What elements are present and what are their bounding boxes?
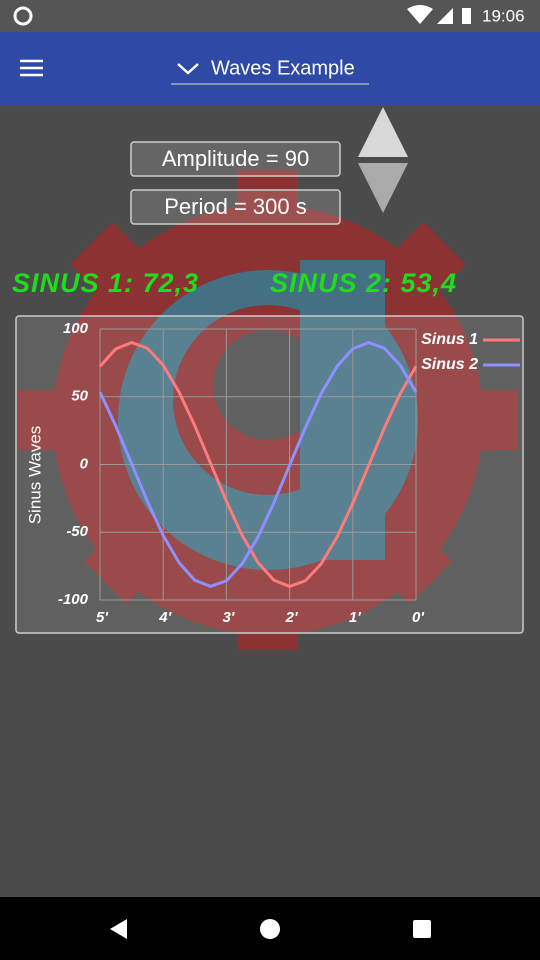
amplitude-label: Amplitude = 90 [162, 146, 309, 171]
wifi-icon [407, 5, 433, 24]
y-tick-label: 50 [71, 388, 88, 405]
app-title: Waves Example [211, 57, 355, 79]
period-label: Period = 300 s [164, 194, 306, 219]
x-tick-label: 4' [158, 609, 171, 626]
menu-button[interactable] [20, 59, 43, 77]
x-tick-label: 5' [96, 609, 108, 626]
app-bar [0, 32, 540, 105]
recents-button[interactable] [413, 920, 431, 938]
period-button[interactable] [130, 189, 341, 225]
up-arrow[interactable] [358, 107, 408, 157]
down-arrow[interactable] [358, 163, 408, 213]
y-tick-label: -50 [66, 523, 88, 540]
status-bar [0, 0, 540, 32]
x-tick-label: 3' [222, 609, 234, 626]
x-tick-label: 1' [349, 609, 361, 626]
x-tick-label: 0' [412, 609, 424, 626]
y-tick-label: 0 [80, 455, 89, 472]
sinus2-readout: SINUS 2: 53,4 [270, 268, 457, 298]
chart-frame [15, 315, 524, 634]
amplitude-button[interactable] [130, 141, 341, 177]
series-line [98, 341, 418, 588]
y-tick-label: -100 [58, 591, 89, 608]
home-button[interactable] [260, 919, 280, 939]
x-tick-label: 2' [285, 609, 298, 626]
status-icon [13, 6, 33, 26]
battery-icon [462, 8, 471, 24]
sinus1-readout: SINUS 1: 72,3 [12, 268, 199, 298]
y-tick-label: 100 [63, 320, 89, 337]
status-time: 19:06 [482, 6, 525, 25]
legend-label: Sinus 1 [421, 331, 478, 348]
legend-label: Sinus 2 [421, 356, 478, 373]
y-axis-label: Sinus Waves [25, 426, 44, 525]
back-button[interactable] [110, 919, 127, 939]
title-dropdown[interactable]: Waves Example [171, 57, 369, 85]
plot: -100 -50 0 50 100 5' 4' 3' 2' 1' 0' Sinus 1 Sinus 2 [58, 320, 520, 626]
signal-icon [437, 8, 453, 24]
series-line [98, 341, 418, 588]
